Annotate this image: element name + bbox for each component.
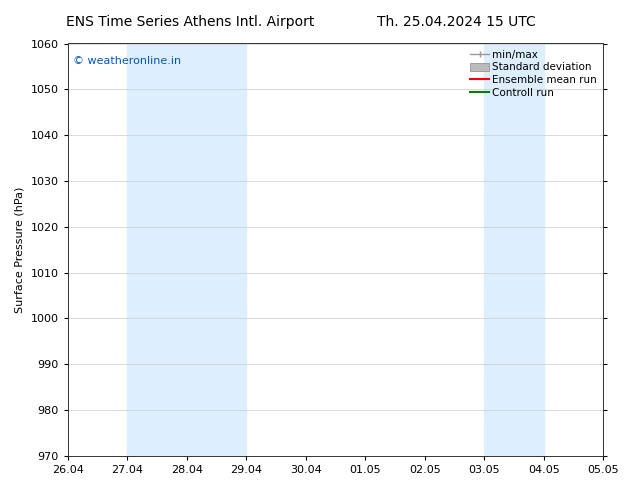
Text: © weatheronline.in: © weatheronline.in — [73, 56, 181, 66]
Bar — [603, 44, 634, 456]
Bar — [484, 44, 544, 456]
Bar — [186, 44, 246, 456]
Text: ENS Time Series Athens Intl. Airport: ENS Time Series Athens Intl. Airport — [66, 15, 314, 29]
Text: Th. 25.04.2024 15 UTC: Th. 25.04.2024 15 UTC — [377, 15, 536, 29]
Y-axis label: Surface Pressure (hPa): Surface Pressure (hPa) — [15, 187, 25, 313]
Bar — [127, 44, 186, 456]
Legend: min/max, Standard deviation, Ensemble mean run, Controll run: min/max, Standard deviation, Ensemble me… — [467, 47, 600, 100]
